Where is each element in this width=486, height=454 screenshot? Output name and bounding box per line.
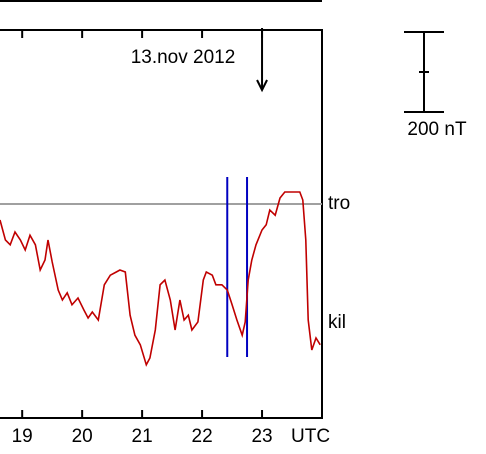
annotation: 13.nov 2012: [131, 47, 236, 68]
x-tick-label: 22: [192, 426, 213, 447]
scale-bar-label: 200 nT: [407, 119, 467, 140]
reference-label: tro: [328, 193, 350, 214]
plot-frame: [0, 29, 323, 419]
x-tick-label: 23: [251, 426, 272, 447]
x-tick-label: 21: [132, 426, 153, 447]
series-line: [0, 191, 321, 367]
x-unit-label: UTC: [291, 426, 330, 447]
x-tick-label: 20: [72, 426, 93, 447]
annotation-arrowhead: [256, 79, 268, 93]
series-label: kil: [328, 312, 346, 333]
x-tick-label: 19: [12, 426, 33, 447]
